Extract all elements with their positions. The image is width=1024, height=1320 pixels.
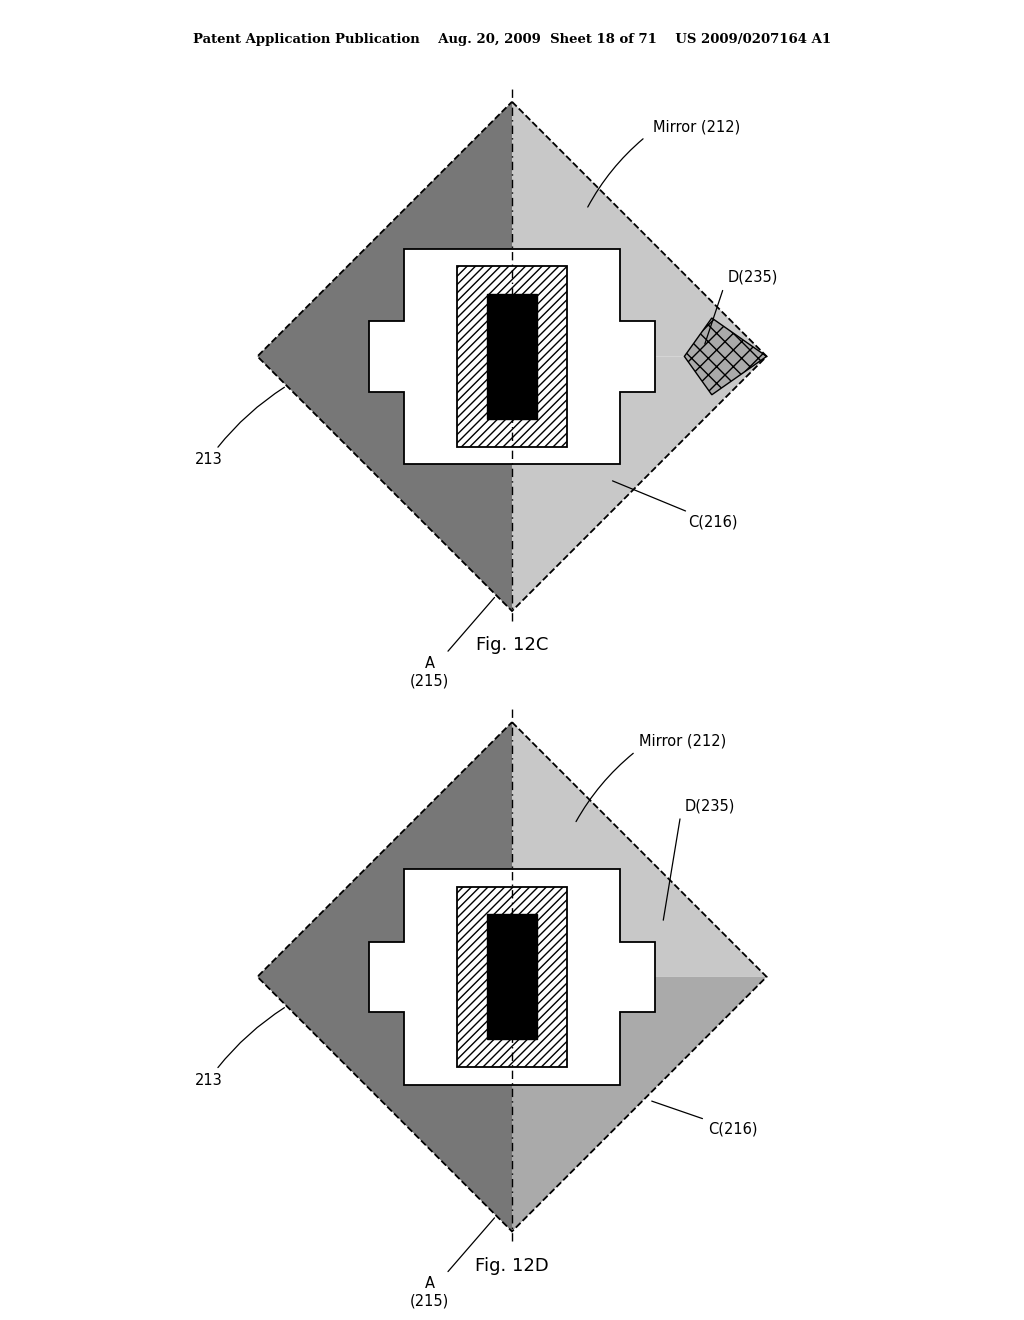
Text: Mirror (212): Mirror (212)	[653, 119, 740, 135]
Polygon shape	[369, 248, 655, 465]
Text: Mirror (212): Mirror (212)	[639, 734, 727, 748]
Bar	[486, 915, 538, 1039]
Text: Fig. 12C: Fig. 12C	[476, 636, 548, 655]
Polygon shape	[512, 977, 767, 1232]
Bar	[457, 267, 567, 446]
Text: C(216): C(216)	[651, 1101, 758, 1137]
Bar	[457, 887, 567, 1067]
Text: D(235): D(235)	[727, 271, 778, 285]
Polygon shape	[512, 102, 767, 356]
Text: C(216): C(216)	[612, 480, 737, 529]
Text: Patent Application Publication    Aug. 20, 2009  Sheet 18 of 71    US 2009/02071: Patent Application Publication Aug. 20, …	[193, 33, 831, 46]
Bar	[486, 294, 538, 418]
Text: A
(215): A (215)	[410, 1218, 495, 1309]
Polygon shape	[684, 318, 767, 395]
Polygon shape	[512, 722, 767, 977]
Polygon shape	[369, 869, 655, 1085]
Text: 213: 213	[195, 387, 285, 467]
Text: 213: 213	[195, 1007, 285, 1088]
Text: D(235): D(235)	[684, 799, 735, 813]
Text: Fig. 12D: Fig. 12D	[475, 1257, 549, 1275]
Polygon shape	[257, 102, 512, 611]
Text: A
(215): A (215)	[410, 598, 495, 689]
Polygon shape	[512, 356, 767, 611]
Polygon shape	[257, 722, 512, 1232]
